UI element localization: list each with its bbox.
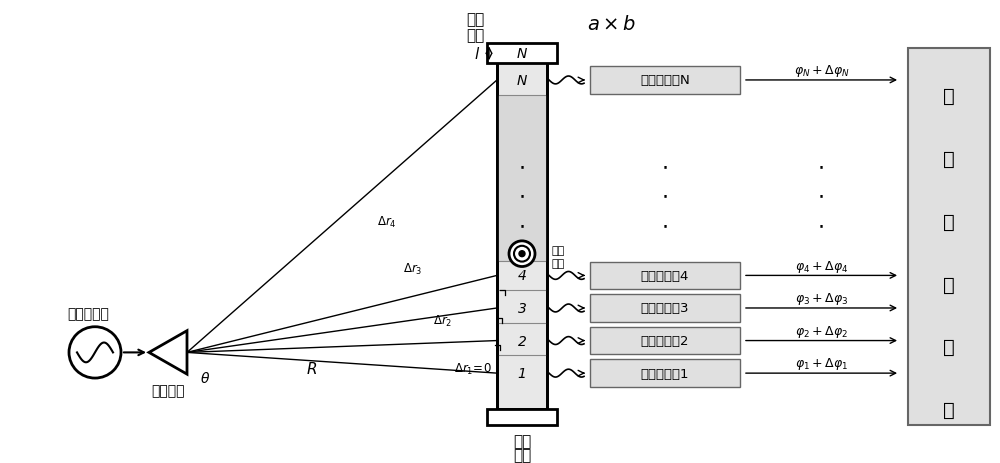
Text: $N$: $N$ xyxy=(516,47,528,61)
Text: $\Delta r_3$: $\Delta r_3$ xyxy=(403,262,422,276)
Text: 4: 4 xyxy=(518,269,526,283)
Text: N: N xyxy=(517,74,527,88)
Text: $\varphi_3 + \Delta\varphi_3$: $\varphi_3 + \Delta\varphi_3$ xyxy=(795,290,848,307)
Text: 方位: 方位 xyxy=(551,245,564,255)
Text: $\varphi_N + \Delta\varphi_N$: $\varphi_N + \Delta\varphi_N$ xyxy=(794,63,849,79)
Text: ⋅: ⋅ xyxy=(818,187,825,207)
Text: $\varphi_1 + \Delta\varphi_1$: $\varphi_1 + \Delta\varphi_1$ xyxy=(795,356,848,371)
Text: ⋅: ⋅ xyxy=(661,217,669,237)
Text: 阵列: 阵列 xyxy=(466,28,484,43)
Text: $\Delta r_4$: $\Delta r_4$ xyxy=(377,214,397,229)
Text: 发射天线: 发射天线 xyxy=(151,383,185,397)
Text: 1: 1 xyxy=(518,366,526,380)
Text: 射频信号源: 射频信号源 xyxy=(67,306,109,320)
Text: ⋅: ⋅ xyxy=(518,187,526,207)
Text: $\Delta r_1\!=\!0$: $\Delta r_1\!=\!0$ xyxy=(454,361,492,376)
Text: 射频接收机1: 射频接收机1 xyxy=(641,367,689,380)
Text: ⋅: ⋅ xyxy=(818,157,825,177)
Text: ⋅: ⋅ xyxy=(518,217,526,237)
Text: ⋅: ⋅ xyxy=(518,157,526,177)
Text: 2: 2 xyxy=(518,334,526,348)
Bar xyxy=(497,95,547,261)
Text: 位: 位 xyxy=(943,275,955,294)
Text: $\varphi_4 + \Delta\varphi_4$: $\varphi_4 + \Delta\varphi_4$ xyxy=(795,258,848,274)
Text: 射频接收机3: 射频接收机3 xyxy=(641,302,689,315)
Circle shape xyxy=(514,246,530,262)
Text: $a\times b$: $a\times b$ xyxy=(587,15,637,34)
Text: 3: 3 xyxy=(518,301,526,315)
Bar xyxy=(590,294,740,322)
Bar xyxy=(908,49,990,425)
Bar xyxy=(487,409,557,425)
Text: 支架: 支架 xyxy=(513,448,531,463)
Text: ⋅: ⋅ xyxy=(661,157,669,177)
Bar xyxy=(487,44,557,64)
Text: 相: 相 xyxy=(943,212,955,231)
Text: 射频接收机4: 射频接收机4 xyxy=(641,269,689,282)
Text: $\Delta r_2$: $\Delta r_2$ xyxy=(433,313,452,329)
Text: ⋅: ⋅ xyxy=(818,217,825,237)
Text: 射频接收机N: 射频接收机N xyxy=(640,74,690,87)
Bar xyxy=(497,61,547,409)
Text: 射频接收机2: 射频接收机2 xyxy=(641,334,689,347)
Text: $l$: $l$ xyxy=(474,46,480,62)
Text: 字: 字 xyxy=(943,150,955,169)
Text: 阵列: 阵列 xyxy=(513,433,531,448)
Bar xyxy=(590,67,740,94)
Bar xyxy=(590,262,740,289)
Text: $R$: $R$ xyxy=(306,360,318,376)
Polygon shape xyxy=(149,331,187,374)
Text: 数: 数 xyxy=(943,87,955,106)
Text: $\varphi_2 + \Delta\varphi_2$: $\varphi_2 + \Delta\varphi_2$ xyxy=(795,323,848,339)
Text: 处: 处 xyxy=(943,338,955,357)
Bar xyxy=(590,327,740,355)
Circle shape xyxy=(519,251,525,257)
Text: 转轴: 转轴 xyxy=(551,258,564,268)
Text: ⋅: ⋅ xyxy=(661,187,669,207)
Text: 理: 理 xyxy=(943,400,955,419)
Circle shape xyxy=(69,327,121,378)
Text: 天线: 天线 xyxy=(466,12,484,27)
Text: $\theta$: $\theta$ xyxy=(200,370,210,385)
Bar xyxy=(590,360,740,387)
Circle shape xyxy=(509,241,535,267)
Bar xyxy=(497,61,547,409)
